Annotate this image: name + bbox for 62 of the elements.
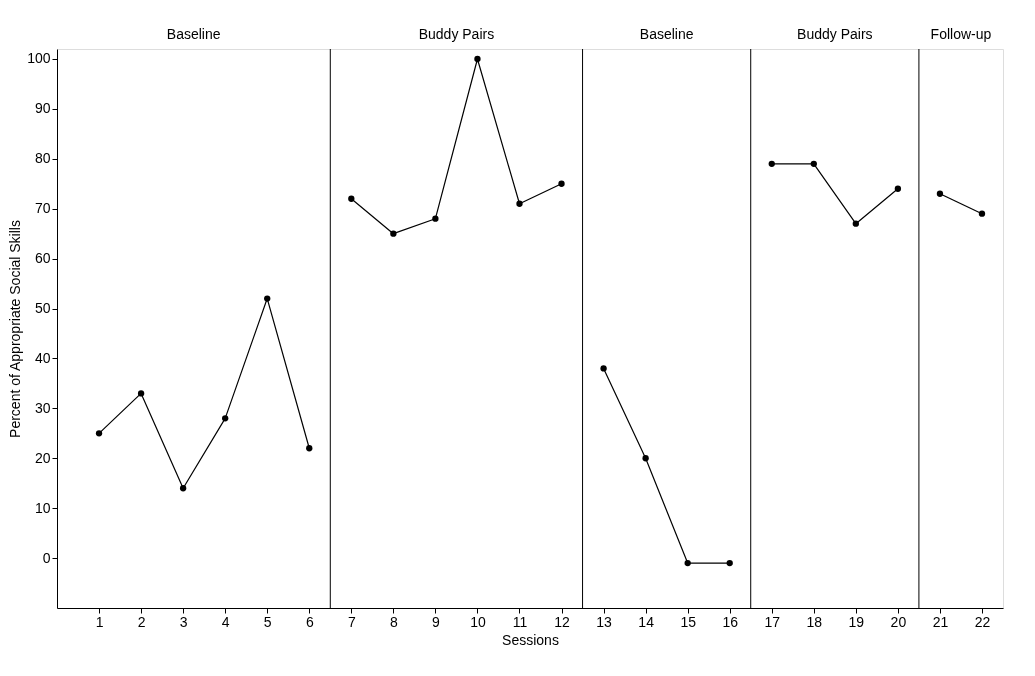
y-tick-label: 30 <box>34 399 51 416</box>
text: Follow-up <box>930 26 992 42</box>
point <box>222 415 229 422</box>
x-tick-label: 20 <box>890 613 907 630</box>
x-tick-label: 11 <box>512 613 528 630</box>
point <box>558 180 565 187</box>
x-tick-label: 6 <box>305 613 314 630</box>
y-axis-title: Percent of Appropriate Social Skills <box>7 220 24 438</box>
x-tick-label: 19 <box>848 613 865 630</box>
point <box>894 185 902 192</box>
point <box>474 55 481 63</box>
y-tick-label: 0 <box>42 549 51 566</box>
point <box>642 455 649 462</box>
x-tick-label: 21 <box>932 613 949 630</box>
y-tick-label: 40 <box>34 349 51 366</box>
text: Buddy Pairs <box>797 26 873 42</box>
y-tick-label: 50 <box>34 300 51 317</box>
x-tick-label: 2 <box>137 613 146 630</box>
y-tick-label: 70 <box>34 200 51 217</box>
x-tick-label: 22 <box>974 613 991 630</box>
y-tick-label: 90 <box>34 100 51 117</box>
x-tick-label: 12 <box>554 613 571 630</box>
x-tick-label: 17 <box>764 613 781 630</box>
point <box>348 195 355 202</box>
x-tick-label: 1 <box>95 613 104 630</box>
point <box>978 210 986 217</box>
point <box>516 200 523 207</box>
x-tick-label: 13 <box>596 613 613 630</box>
point <box>264 295 271 302</box>
point <box>726 559 733 567</box>
point <box>137 390 145 397</box>
x-tick-label: 9 <box>432 613 440 630</box>
x-tick-label: 4 <box>221 613 230 630</box>
text: Baseline <box>166 26 221 42</box>
x-tick-label: 10 <box>470 613 486 630</box>
point <box>432 215 439 222</box>
x-tick-label: 18 <box>806 613 823 630</box>
x-tick-label: 5 <box>263 613 272 630</box>
point <box>768 160 775 167</box>
point <box>936 190 944 197</box>
point <box>810 160 817 167</box>
point <box>684 559 691 567</box>
point <box>95 430 103 437</box>
point <box>390 230 397 237</box>
y-tick-label: 100 <box>27 50 51 67</box>
point <box>600 365 607 372</box>
x-tick-label: 8 <box>389 613 398 630</box>
point <box>179 485 187 492</box>
y-tick-label: 10 <box>34 499 51 516</box>
point <box>852 220 860 227</box>
y-tick-label: 20 <box>34 449 51 466</box>
y-tick-label: 80 <box>34 150 51 167</box>
y-tick-label: 60 <box>34 250 51 267</box>
x-tick-label: 7 <box>347 613 356 630</box>
x-axis-title: Sessions <box>502 631 559 648</box>
x-tick-label: 15 <box>680 613 697 630</box>
x-tick-label: 14 <box>638 613 655 630</box>
point <box>306 445 313 452</box>
text: Baseline <box>639 26 694 42</box>
text: Buddy Pairs <box>418 26 495 42</box>
x-tick-label: 3 <box>179 613 188 630</box>
x-tick-label: 16 <box>722 613 739 630</box>
